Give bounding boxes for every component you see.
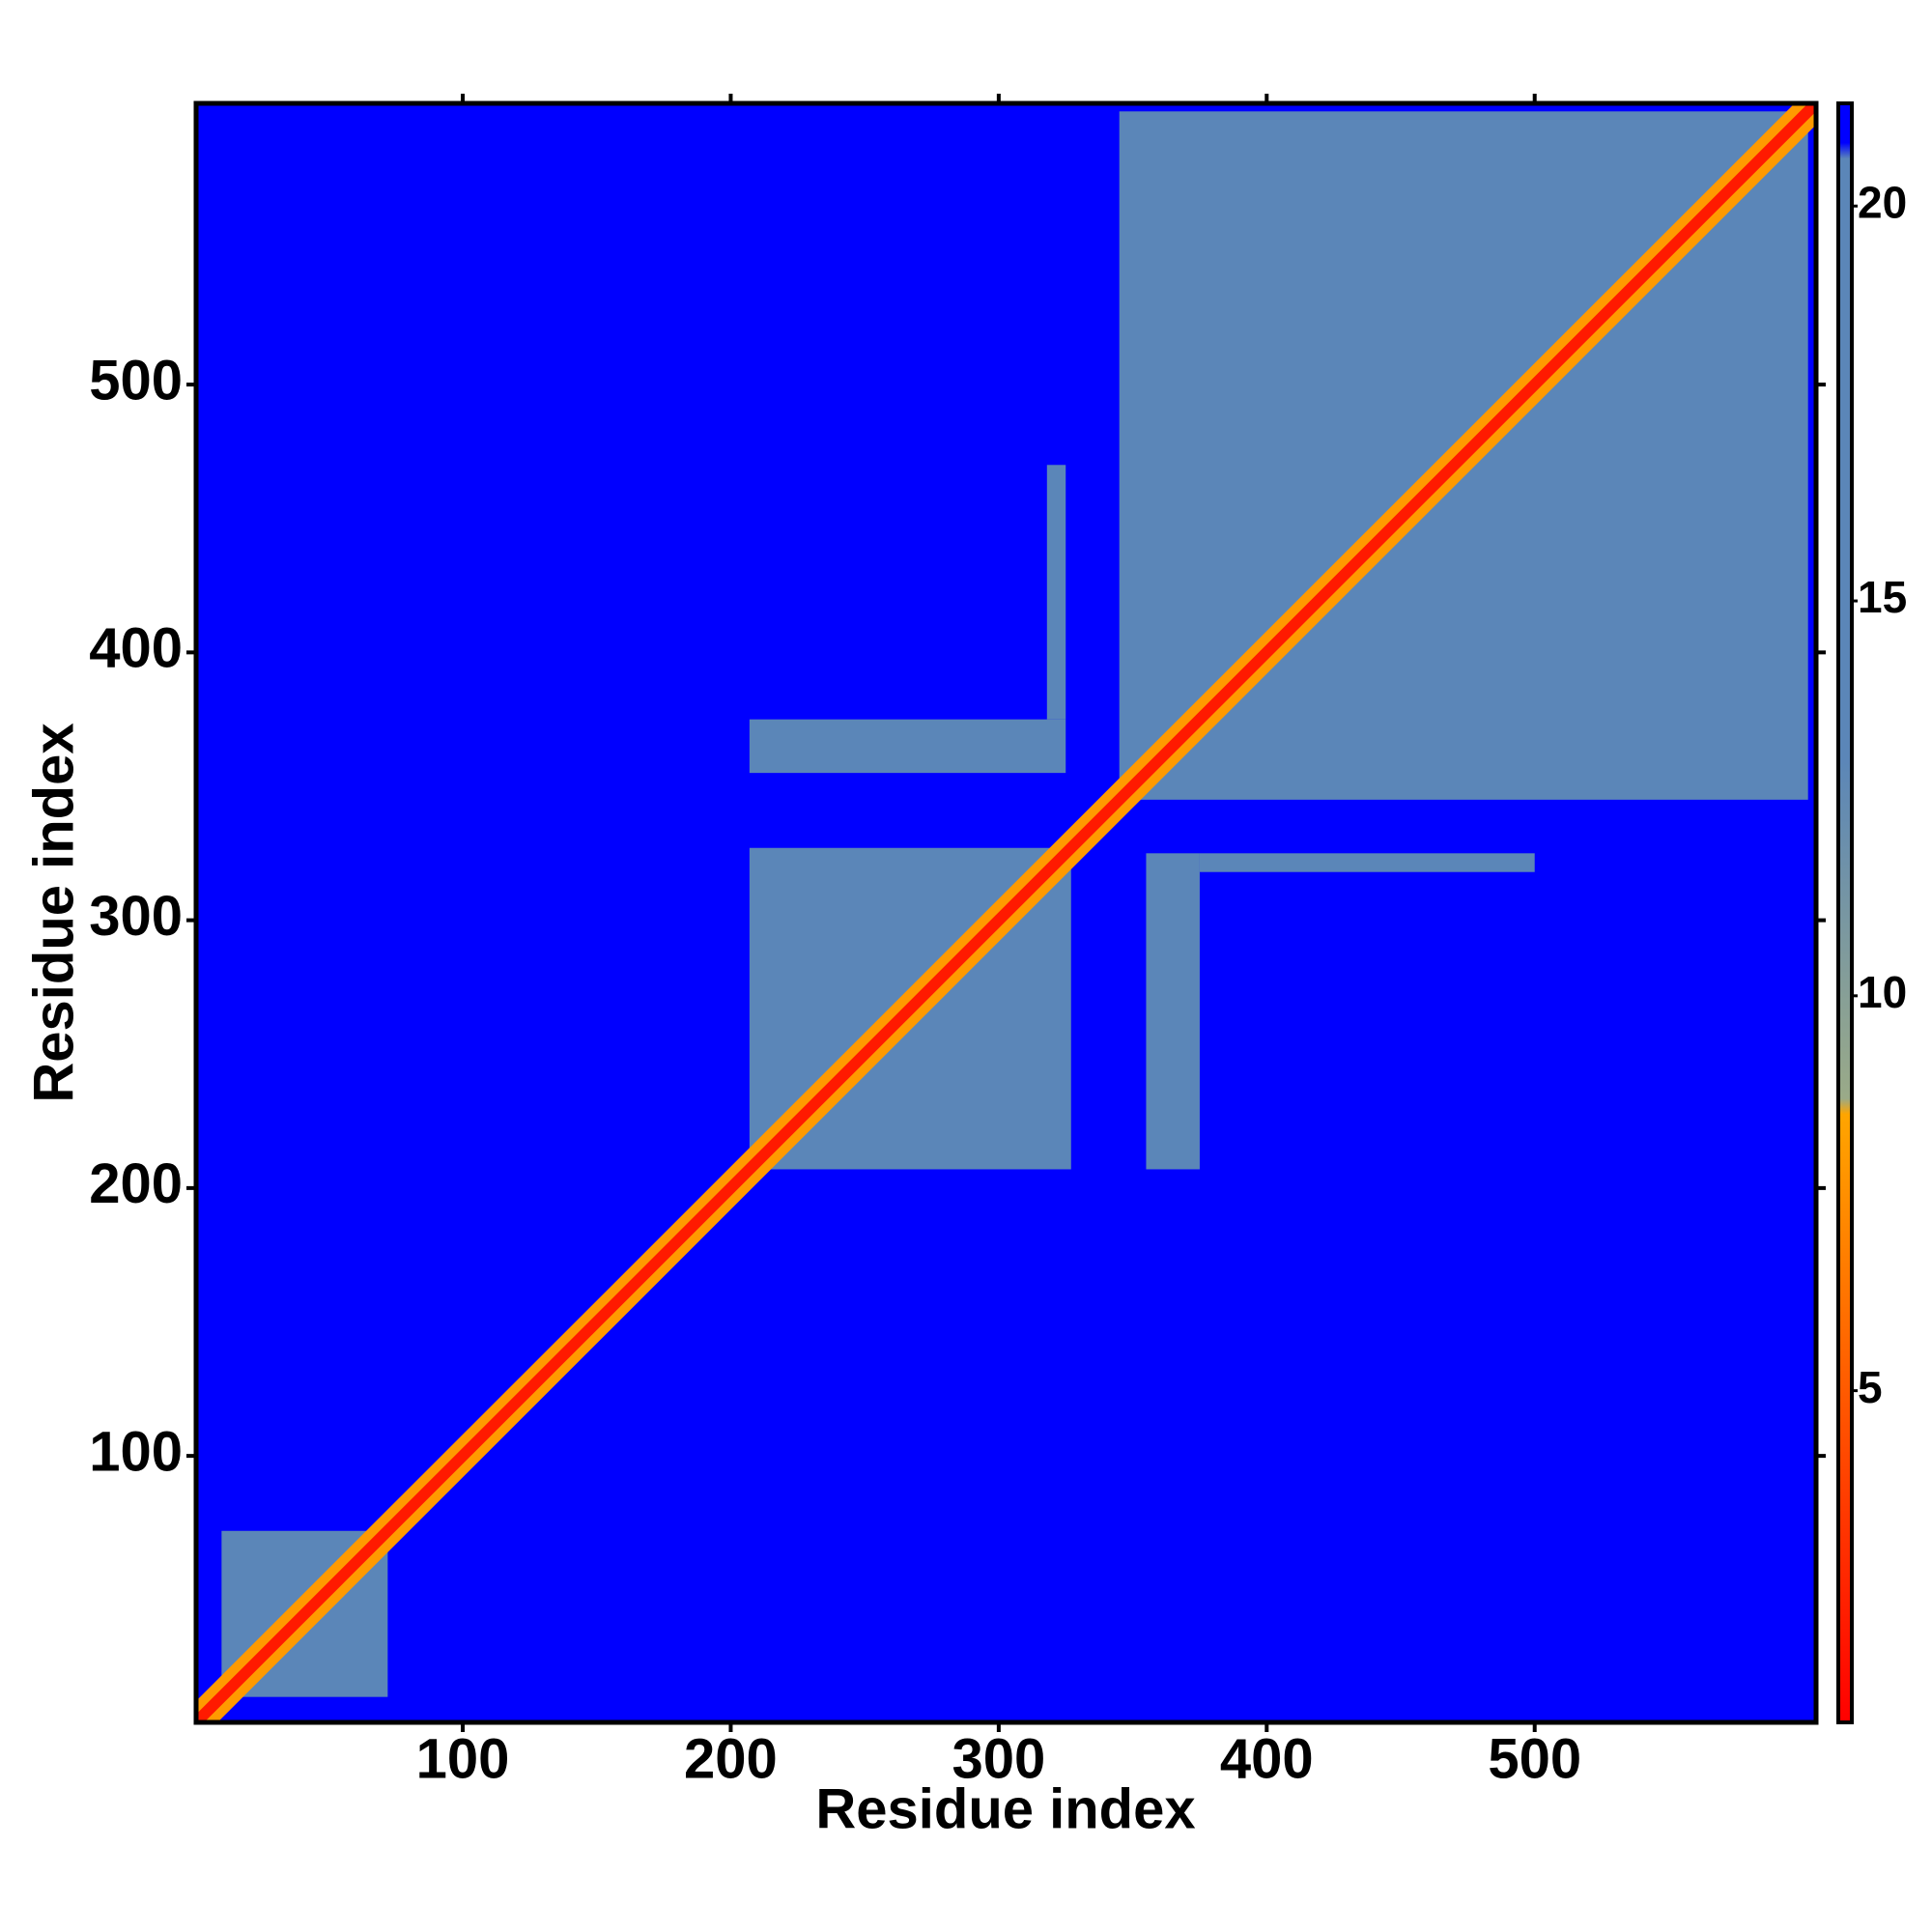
heatmap — [196, 103, 1816, 1722]
x-tick-label: 200 — [684, 1727, 778, 1790]
colorbar-tick-label: 15 — [1858, 572, 1907, 622]
y-tick-label: 100 — [89, 1420, 183, 1483]
plot-frame — [193, 100, 1819, 1725]
x-axis-label: Residue index — [815, 1777, 1195, 1840]
y-tick-label: 300 — [89, 885, 183, 948]
y-tick-label: 500 — [89, 349, 183, 412]
heatmap-block — [1046, 465, 1066, 720]
y-tick-label: 200 — [89, 1152, 183, 1215]
heatmap-block — [1199, 853, 1535, 872]
x-tick-label: 300 — [952, 1727, 1045, 1790]
colorbar — [1836, 101, 1854, 1724]
x-tick-label: 100 — [416, 1727, 510, 1790]
heatmap-block — [1146, 853, 1200, 1170]
heatmap-block — [749, 719, 1066, 774]
diagonal-band — [196, 103, 1816, 1722]
x-tick-label: 500 — [1488, 1727, 1581, 1790]
y-tick-label: 400 — [89, 617, 183, 680]
colorbar-tick-label: 10 — [1858, 967, 1907, 1017]
colorbar-tick-label: 5 — [1858, 1362, 1883, 1412]
y-axis-label: Residue index — [22, 723, 85, 1102]
colorbar-tick-label: 20 — [1858, 177, 1907, 227]
x-tick-label: 400 — [1220, 1727, 1314, 1790]
